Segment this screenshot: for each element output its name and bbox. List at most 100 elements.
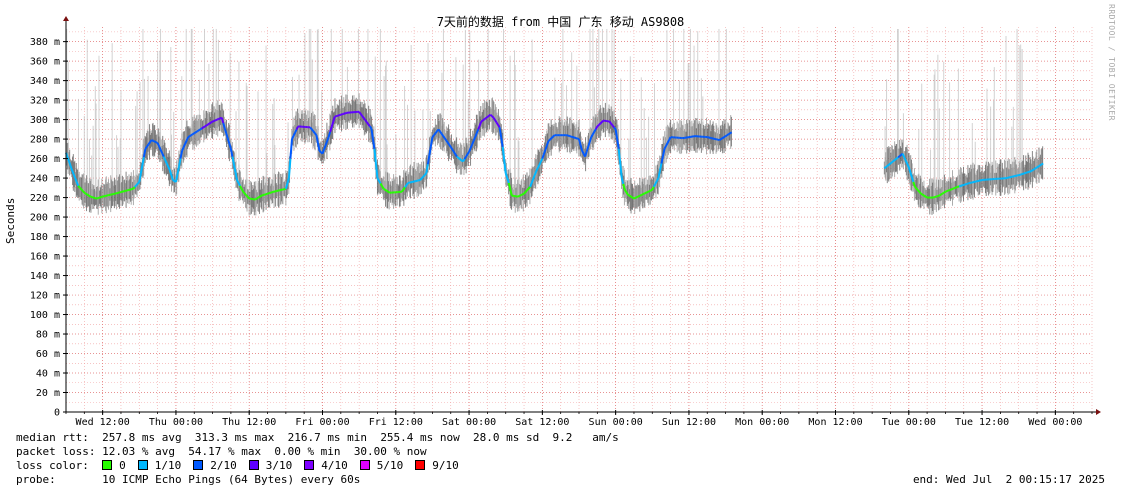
- median-rtt-segment: [941, 191, 945, 195]
- median-rtt-segment: [168, 169, 173, 176]
- legend-probe: probe: 10 ICMP Echo Pings (64 Bytes) eve…: [16, 473, 361, 486]
- median-rtt-segment: [1030, 169, 1033, 173]
- x-tick-label: Thu 12:00: [222, 417, 276, 428]
- median-rtt-segment: [552, 134, 556, 138]
- x-tick-label: Tue 00:00: [882, 417, 936, 428]
- median-rtt-segment: [465, 153, 469, 158]
- loss-color-label: 3/10: [265, 459, 293, 472]
- median-rtt-segment: [642, 192, 646, 196]
- median-rtt-segment: [146, 143, 150, 148]
- chart-grid: [65, 27, 1093, 412]
- loss-color-swatch: [248, 460, 259, 470]
- median-rtt-segment: [507, 182, 512, 190]
- median-rtt-segment: [728, 132, 731, 136]
- y-tick-label: 240 m: [30, 174, 60, 185]
- median-rtt-segment: [286, 177, 290, 184]
- median-rtt-segment: [226, 138, 231, 145]
- median-rtt-segment: [1038, 164, 1041, 168]
- legend: median rtt: 257.8 ms avg 313.3 ms max 21…: [16, 431, 619, 487]
- median-rtt-segment: [584, 151, 588, 157]
- median-rtt-segment: [914, 186, 918, 190]
- median-rtt-segment: [139, 165, 144, 174]
- median-rtt-segment: [374, 163, 379, 179]
- median-rtt-segment: [657, 170, 661, 179]
- y-tick-label: 220 m: [30, 193, 60, 204]
- median-rtt-segment: [894, 157, 898, 161]
- median-rtt-segment: [367, 123, 371, 127]
- median-rtt-segment: [222, 122, 226, 129]
- median-rtt-segment: [402, 186, 406, 191]
- median-rtt-segment: [383, 187, 386, 191]
- median-rtt-segment: [256, 196, 259, 200]
- median-rtt-segment: [524, 189, 528, 193]
- median-rtt-segment: [921, 193, 925, 197]
- loss-color-label: 2/10: [210, 459, 237, 472]
- median-rtt-segment: [474, 132, 478, 138]
- median-rtt-segment: [466, 151, 470, 155]
- median-rtt-segment: [623, 189, 628, 193]
- median-rtt-segment: [151, 139, 154, 142]
- x-tick-label: Mon 12:00: [808, 417, 862, 428]
- median-rtt-segment: [938, 193, 942, 197]
- median-rtt-segment: [332, 116, 336, 123]
- median-rtt-segment: [912, 181, 916, 188]
- legend-median-rtt: median rtt: 257.8 ms avg 313.3 ms max 21…: [16, 431, 619, 444]
- median-rtt-segment: [541, 153, 545, 159]
- median-rtt-segment: [228, 143, 232, 150]
- median-rtt-segment: [431, 134, 435, 138]
- median-rtt-segment: [519, 194, 522, 197]
- legend-packet-loss: packet loss: 12.03 % avg 54.17 % max 0.0…: [16, 445, 427, 458]
- median-rtt-segment: [83, 191, 87, 195]
- median-rtt-segment: [529, 182, 533, 188]
- median-rtt-segment: [594, 125, 599, 130]
- median-rtt-segment: [1039, 163, 1043, 167]
- median-rtt-segment: [955, 185, 959, 189]
- median-rtt-segment: [158, 145, 162, 151]
- median-rtt-segment: [428, 145, 432, 156]
- median-rtt-segment: [152, 139, 155, 143]
- median-rtt-segment: [601, 119, 605, 123]
- median-rtt-segment: [627, 193, 630, 197]
- median-rtt-segment: [644, 191, 647, 195]
- x-tick-label: Sun 12:00: [662, 417, 716, 428]
- median-rtt-segment: [309, 126, 313, 130]
- median-rtt-segment: [539, 158, 544, 163]
- median-rtt-segment: [663, 145, 667, 150]
- median-rtt-segment: [170, 174, 174, 181]
- x-tick-label: Tue 12:00: [955, 417, 1009, 428]
- median-rtt-segment: [614, 129, 619, 140]
- median-rtt-segment: [154, 140, 157, 144]
- median-rtt-segment: [923, 194, 927, 198]
- median-rtt-segment: [463, 156, 467, 160]
- median-rtt-segment: [323, 145, 327, 150]
- median-rtt-segment: [504, 172, 509, 179]
- median-rtt-segment: [358, 111, 362, 115]
- median-rtt-segment: [527, 186, 531, 190]
- median-rtt-segment: [190, 133, 194, 137]
- loss-color-swatch: [193, 460, 204, 470]
- median-rtt-segment: [72, 173, 77, 179]
- median-rtt-segment: [946, 189, 949, 193]
- y-tick-label: 160 m: [30, 252, 60, 263]
- median-rtt-segment: [74, 177, 78, 183]
- median-rtt-segment: [159, 149, 164, 154]
- median-rtt-segment: [295, 125, 299, 131]
- y-tick-label: 0: [54, 408, 60, 419]
- median-rtt-segment: [69, 165, 74, 171]
- median-rtt-segment: [179, 150, 184, 159]
- median-rtt-segment: [579, 144, 584, 152]
- median-rtt-segment: [456, 155, 460, 159]
- median-rtt-segment: [903, 156, 907, 161]
- median-rtt-segment: [294, 129, 298, 134]
- median-rtt-segment: [610, 122, 614, 127]
- median-rtt-segment: [620, 177, 625, 185]
- median-rtt-segment: [220, 117, 225, 124]
- loss-color-item: 0: [102, 459, 126, 473]
- y-tick-label: 260 m: [30, 154, 60, 165]
- median-rtt-segment: [907, 167, 912, 173]
- median-rtt-segment: [630, 195, 633, 199]
- loss-color-item: 3/10: [248, 459, 293, 473]
- median-rtt-segment: [608, 120, 612, 125]
- x-tick-label: Wed 12:00: [76, 417, 130, 428]
- median-rtt-segment: [156, 142, 161, 147]
